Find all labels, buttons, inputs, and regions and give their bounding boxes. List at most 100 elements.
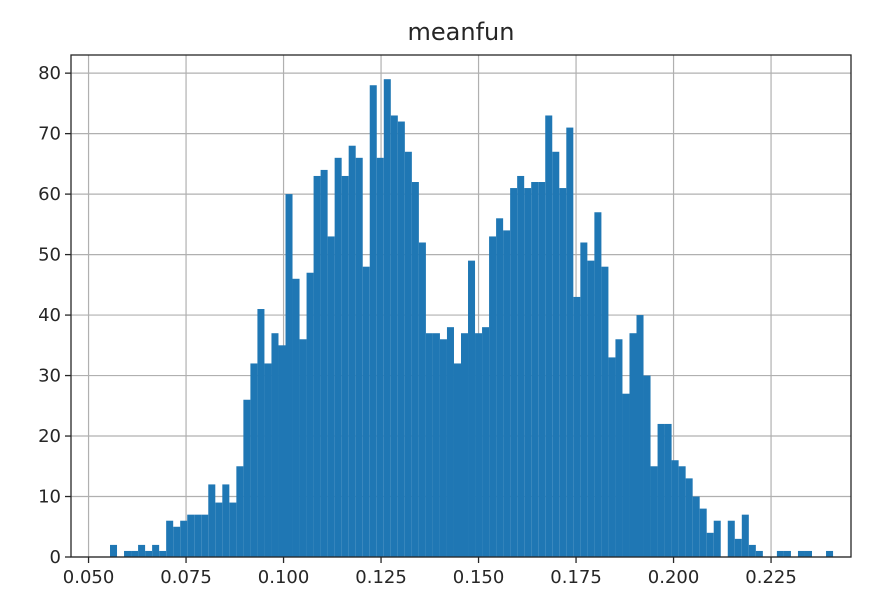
histogram-bar [285,194,293,557]
histogram-bar [671,460,679,557]
histogram-bar [524,188,532,557]
histogram-bar [559,188,567,557]
histogram-bar [131,550,139,557]
x-tick-labels: 0.050 0.075 0.100 0.125 0.150 0.175 0.200 0.225 [63,567,797,588]
histogram-bar [685,478,693,557]
histogram-bar [531,182,539,557]
histogram-bar [383,79,391,557]
x-tick-label: 0.150 [453,567,505,588]
y-tick-label: 30 [38,366,61,387]
histogram-bar [173,526,181,557]
histogram-bar [348,145,356,557]
histogram-bar [124,550,132,557]
histogram-bar [727,520,735,557]
histogram-bar [461,333,469,557]
histogram-bar [110,544,118,557]
histogram-bar [390,115,398,557]
histogram-bar [362,266,370,557]
histogram-bar [145,550,153,557]
histogram-bar [306,272,314,557]
histogram-bar [229,502,237,557]
histogram-bar [446,327,454,557]
histogram-bar [159,550,167,557]
histogram-bar [236,466,244,557]
x-tick-label: 0.200 [648,567,700,588]
histogram-bar [152,544,160,557]
histogram-bar [594,212,602,558]
histogram-bar [489,236,497,557]
histogram-bar [166,520,174,557]
histogram-bar [222,484,230,557]
histogram-bar [453,363,461,557]
y-tick-label: 80 [38,63,61,84]
histogram-bar [804,550,812,557]
y-tick-labels: 0 10 20 30 40 50 60 70 80 [38,63,61,568]
histogram-bar [257,309,265,557]
histogram-bar [776,550,784,557]
histogram-bar [418,242,426,558]
histogram-bar [826,550,834,557]
histogram-bar [692,496,700,557]
histogram-bar [208,484,216,557]
histogram-bar [580,242,588,558]
histogram-bar [748,544,756,557]
histogram-bar [341,175,349,557]
histogram-bar [376,157,384,557]
x-tick-label: 0.050 [63,567,115,588]
x-tick-label: 0.175 [550,567,602,588]
histogram-bar [678,466,686,557]
histogram-bar [271,333,279,557]
histogram-bar [404,151,412,557]
histogram-bar [699,508,707,557]
histogram-bar [755,550,763,557]
histogram-bar [411,182,419,557]
histogram-bar [425,333,433,557]
y-tick-label: 40 [38,305,61,326]
histogram-bar [713,520,721,557]
histogram-bar [138,544,146,557]
histogram-bar [299,339,307,557]
histogram-bar [615,339,623,557]
histogram-bar [180,520,188,557]
axes-frame [70,54,852,558]
histogram-bar [482,327,490,557]
histogram-bar [657,423,665,557]
histogram-bar [503,230,511,557]
y-tick-label: 60 [38,184,61,205]
histogram-bar [292,278,300,557]
histogram-bars [110,79,834,558]
histogram-bar [439,339,447,557]
y-tick-label: 10 [38,487,61,508]
histogram-bar [629,333,637,557]
histogram-bar [538,182,546,557]
histogram-bar [517,175,525,557]
histogram-bar [573,296,581,557]
histogram-bar [643,375,651,557]
histogram-bar [187,514,195,557]
histogram-bar [278,345,286,557]
histogram-bar [552,151,560,557]
tick-marks [65,72,772,563]
histogram-bar [475,333,483,557]
histogram-bar [496,218,504,557]
histogram-bar [334,157,342,557]
histogram-bar [734,538,742,557]
histogram-bar [622,393,630,557]
y-tick-label: 0 [50,547,61,568]
histogram-bar [355,157,363,557]
histogram-bar [741,514,749,557]
histogram-bar [397,121,405,557]
y-tick-label: 20 [38,426,61,447]
histogram-bar [601,266,609,557]
histogram-bar [783,550,791,557]
histogram-bar [608,357,616,557]
histogram-bar [636,315,644,557]
x-tick-label: 0.125 [355,567,407,588]
histogram-bar [510,188,518,557]
histogram-bar [215,502,223,557]
histogram-bar [566,127,574,558]
histogram-bar [369,85,377,557]
histogram-bar [664,423,672,557]
histogram-bar [327,236,335,557]
